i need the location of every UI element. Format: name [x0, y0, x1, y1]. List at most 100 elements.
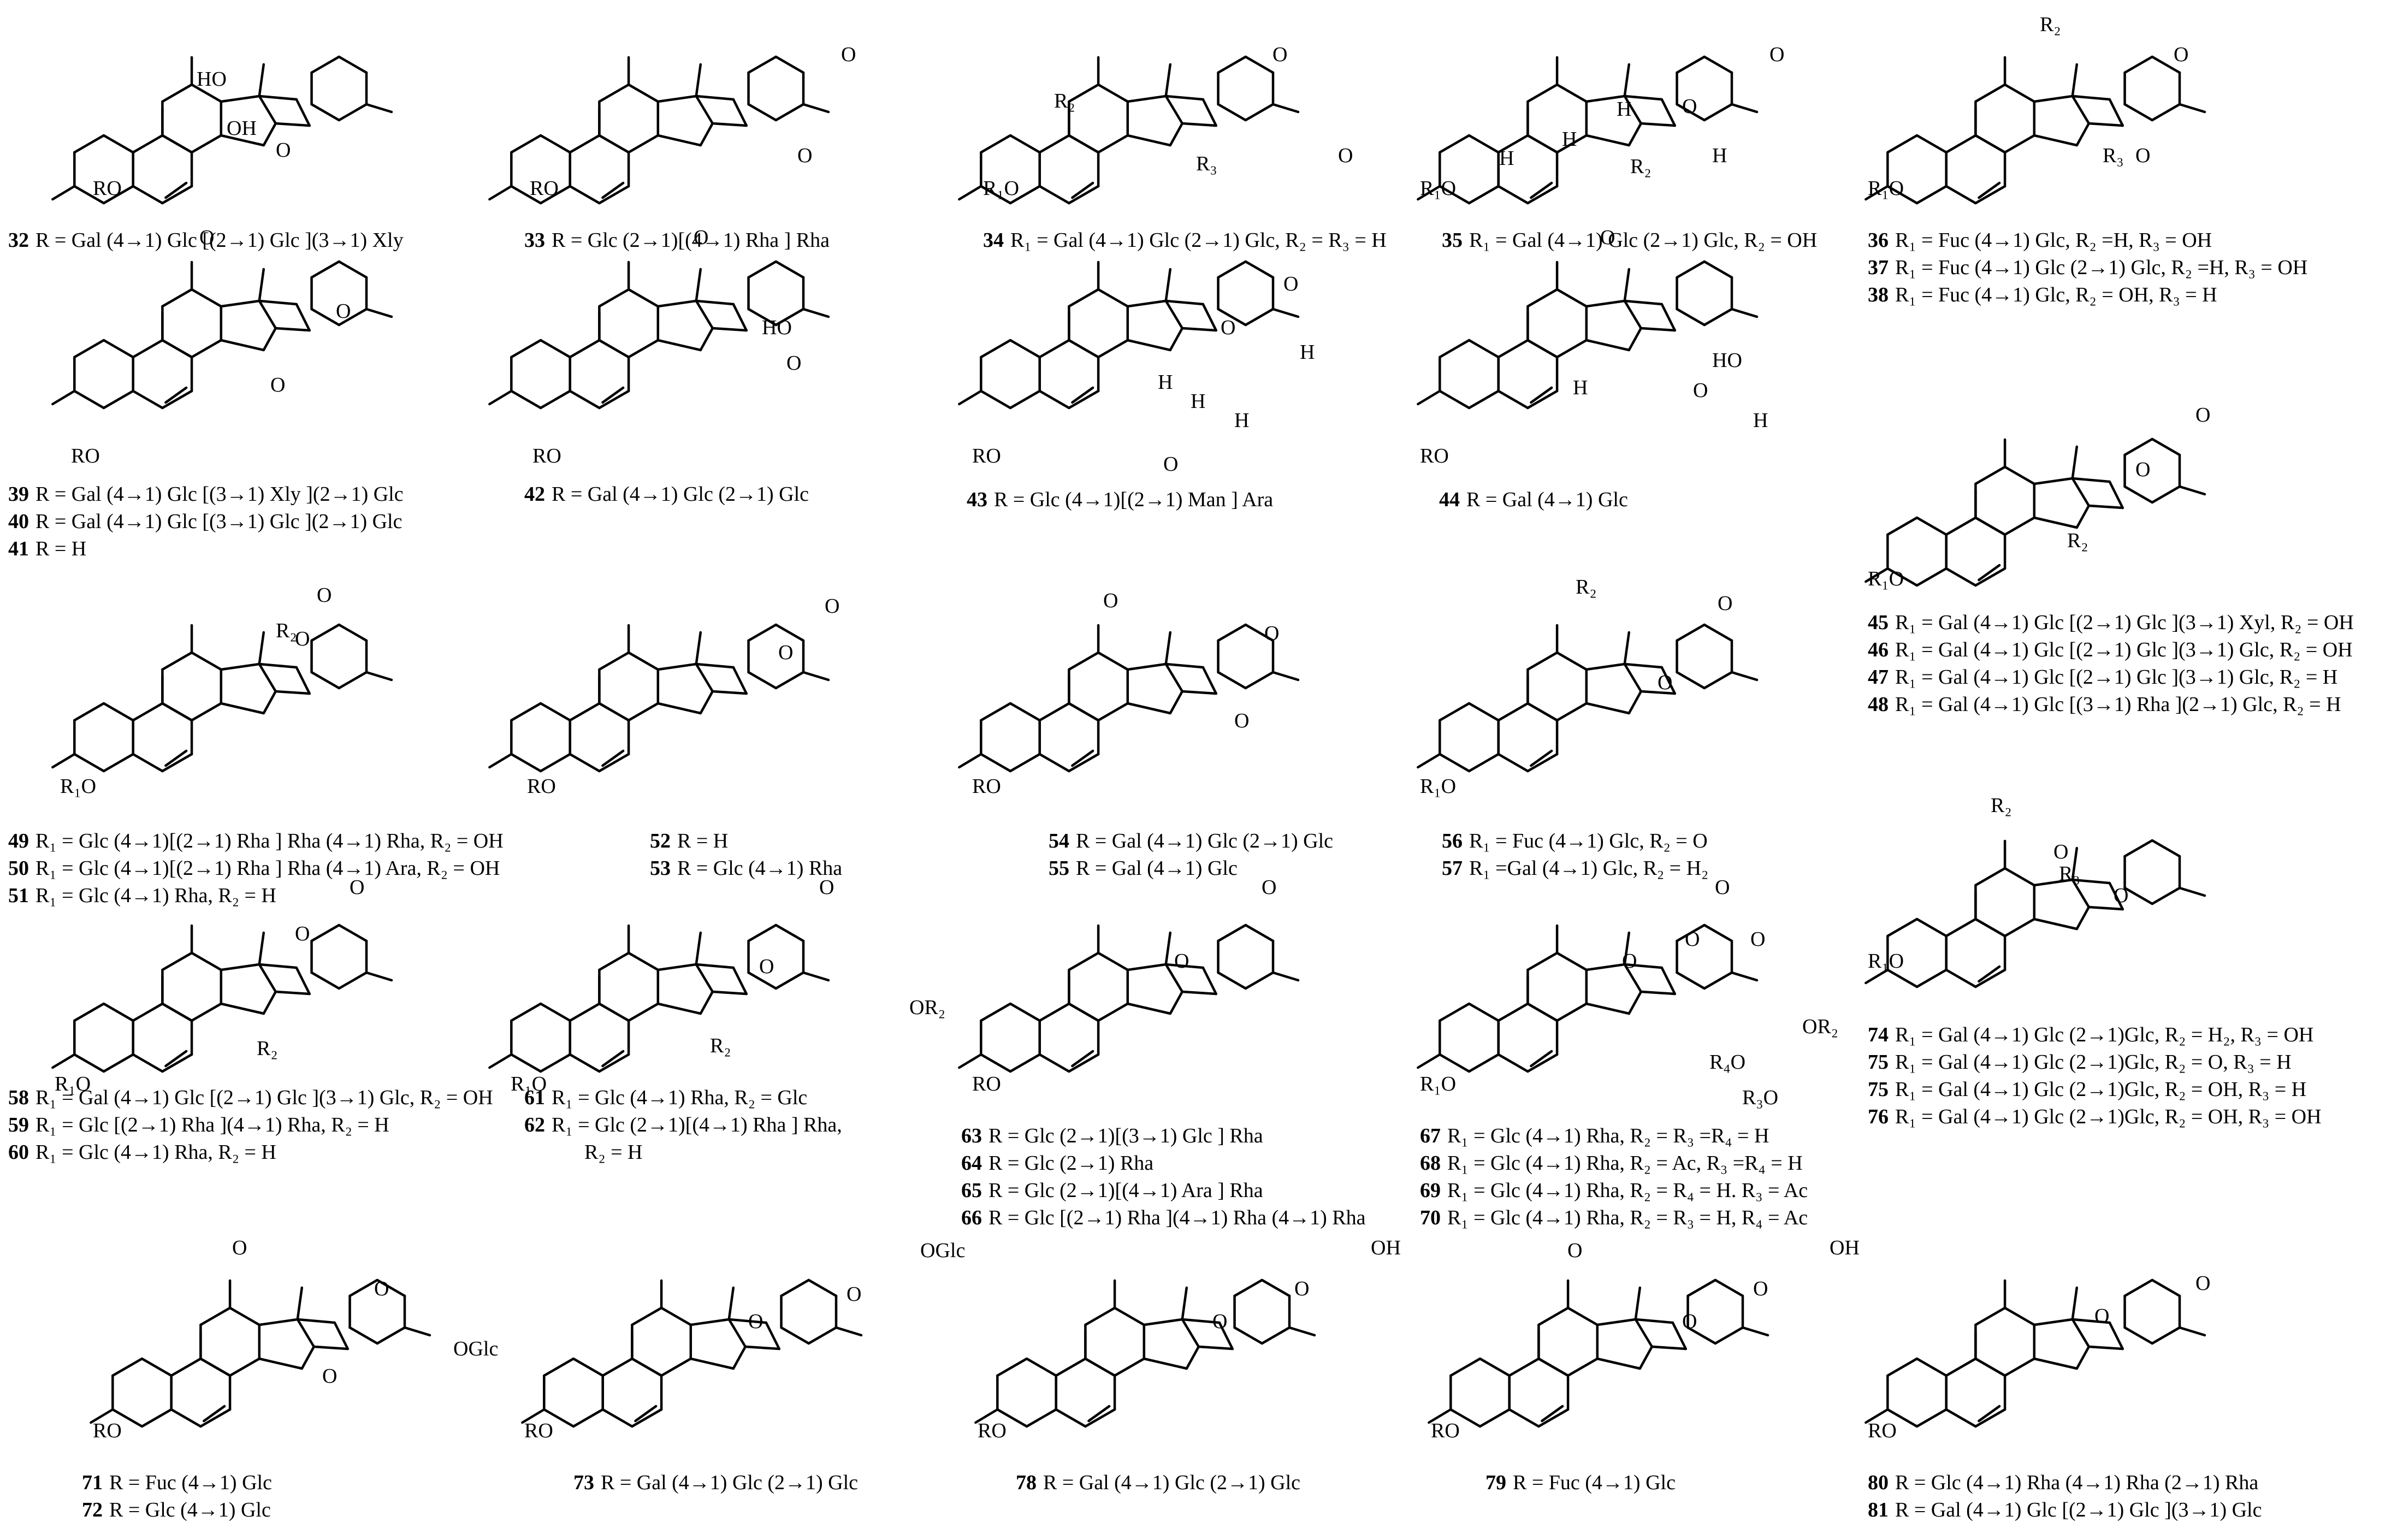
atom-label: R₂ [1991, 794, 2012, 817]
compound-caption: 76 R₁ = Gal (4→1) Glc (2→1)Glc, R₂ = OH, … [1868, 1103, 2322, 1130]
compound-caption: 49 R₁ = Glc (4→1)[(2→1) Rha ] Rha (4→1) R… [8, 827, 504, 855]
compound-substituents: R = Glc (4→1)[(2→1) Man ] Ara [994, 488, 1274, 511]
compound-number: 71 [82, 1471, 103, 1494]
compound-substituents: R₁ = Glc (4→1)[(2→1) Rha ] Rha (4→1) Ara… [35, 857, 500, 880]
atom-label: O [2135, 144, 2151, 167]
compound-number: 43 [967, 488, 987, 511]
atom-label: O [2195, 1272, 2211, 1295]
compound-number: 51 [8, 884, 29, 907]
atom-label: O [295, 922, 310, 945]
atom-label: HO [762, 316, 792, 339]
atom-label: O [1685, 928, 1700, 951]
compound-number: 37 [1868, 256, 1889, 279]
atom-label: RO [1420, 445, 1449, 467]
chemical-structure-c43 [958, 260, 1300, 410]
atom-label: R₂ [1576, 576, 1597, 599]
compound-number: 39 [8, 483, 29, 506]
atom-label: O [1221, 316, 1236, 339]
atom-label: O [1769, 43, 1785, 66]
atom-label: RO [532, 445, 561, 467]
compound-substituents: R₁ = Glc (4→1) Rha, R₂ = R₄ = H. R₃ = Ac [1447, 1179, 1808, 1202]
atom-label: R₂ [2067, 529, 2088, 552]
compound-number: 64 [961, 1152, 982, 1175]
atom-label: HO [197, 68, 227, 91]
compound-substituents: R₁ = Gal (4→1) Glc [(3→1) Rha ](2→1) Glc… [1895, 693, 2341, 716]
compound-substituents: R₁ = Gal (4→1) Glc (2→1)Glc, R₂ = H₂, R₃… [1895, 1023, 2314, 1046]
chemical-structure-c71 [90, 1278, 431, 1428]
compound-caption: 41 R = H [8, 535, 86, 562]
chemical-structure-c42 [488, 260, 830, 410]
chemical-structure-c36 [1865, 55, 2206, 205]
atom-label: O [1262, 876, 1277, 899]
chemical-structure-c44 [1417, 260, 1759, 410]
compound-number: 55 [1049, 857, 1069, 880]
atom-label: R₂ [2040, 13, 2061, 36]
atom-label: O [270, 374, 286, 396]
atom-label: O [1338, 144, 1353, 167]
compound-substituents: R = Gal (4→1) Glc [(3→1) Glc ](2→1) Glc [35, 510, 403, 533]
compound-substituents: R₁ = Glc (4→1) Rha, R₂ = Ac, R₃ =R₄ = H [1447, 1152, 1803, 1175]
compound-number: 47 [1868, 666, 1889, 689]
compound-number: 32 [8, 229, 29, 252]
compound-substituents: R = Gal (4→1) Glc (2→1) Glc [1043, 1471, 1300, 1494]
atom-label: OH [227, 117, 257, 140]
compound-substituents: R = Fuc (4→1) Glc [1513, 1471, 1676, 1494]
chemical-structure-c63 [958, 923, 1300, 1073]
compound-substituents: R = Glc (2→1)[(3→1) Glc ] Rha [989, 1124, 1263, 1147]
atom-label: R₂ [710, 1034, 731, 1057]
atom-label: O [759, 955, 774, 978]
atom-label: H [1617, 98, 1632, 121]
chemical-structure-c35 [1417, 55, 1759, 205]
compound-caption: 34 R₁ = Gal (4→1) Glc (2→1) Glc, R₂ = R₃ … [983, 227, 1387, 254]
atom-label: O [786, 352, 802, 375]
atom-label: O [336, 300, 351, 323]
atom-label: O [797, 144, 813, 167]
compound-caption: 60 R₁ = Glc (4→1) Rha, R₂ = H [8, 1139, 276, 1166]
compound-number: 81 [1868, 1498, 1889, 1521]
atom-label: R₁O [1420, 177, 1457, 200]
compound-number: 62 [524, 1113, 545, 1136]
compound-number: 35 [1442, 229, 1463, 252]
atom-label: OGlc [920, 1239, 966, 1262]
atom-label: H [1158, 371, 1173, 394]
compound-substituents: R₁ = Fuc (4→1) Glc, R₂ = O [1469, 830, 1708, 852]
compound-substituents: R₁ = Glc (4→1) Rha, R₂ = R₃ =R₄ = H [1447, 1124, 1769, 1147]
atom-label: RO [972, 1073, 1001, 1095]
atom-label: O [1212, 1310, 1228, 1333]
atom-label: O [778, 641, 794, 664]
atom-label: R₃ [1196, 152, 1217, 175]
chemical-structure-c45 [1865, 437, 2206, 587]
compound-number: 44 [1439, 488, 1460, 511]
chemical-structure-c34 [958, 55, 1300, 205]
compound-substituents: R = Glc (4→1) Glc [109, 1498, 271, 1521]
compound-substituents: R = Gal (4→1) Glc [(2→1) Glc ](3→1) Xly [35, 229, 404, 252]
chemical-structure-c39 [51, 260, 393, 410]
atom-label: R₁O [1420, 775, 1457, 798]
atom-label: O [1567, 1239, 1583, 1262]
atom-label: O [1753, 1277, 1768, 1300]
compound-number: 45 [1868, 611, 1889, 634]
compound-caption: 79 R = Fuc (4→1) Glc [1485, 1469, 1676, 1496]
atom-label: R₃ [2059, 862, 2080, 885]
compound-number: 54 [1049, 830, 1069, 852]
compound-caption: 51 R₁ = Glc (4→1) Rha, R₂ = H [8, 882, 276, 909]
atom-label: O [748, 1310, 763, 1333]
compound-substituents: R₁ = Fuc (4→1) Glc, R₂ =H, R₃ = OH [1895, 229, 2212, 252]
compound-number: 67 [1420, 1124, 1441, 1147]
compound-substituents: R₁ = Glc (4→1) Rha, R₂ = H [35, 1141, 276, 1164]
compound-caption: 66 R = Glc [(2→1) Rha ](4→1) Rha (4→1) Rh… [961, 1204, 1366, 1231]
compound-substituents: R = Glc (2→1) Rha [989, 1152, 1154, 1175]
compound-caption: 73 R = Gal (4→1) Glc (2→1) Glc [573, 1469, 858, 1496]
compound-caption: 46 R₁ = Gal (4→1) Glc [(2→1) Glc ](3→1) G… [1868, 636, 2353, 664]
atom-label: H [1300, 341, 1315, 364]
atom-label: O [2114, 884, 2129, 907]
compound-substituents: R = Glc [(2→1) Rha ](4→1) Rha (4→1) Rha [989, 1206, 1366, 1229]
compound-substituents: R₁ = Gal (4→1) Glc [(2→1) Glc ](3→1) Glc… [1895, 638, 2353, 661]
compound-substituents: R₁ = Gal (4→1) Glc (2→1) Glc, R₂ = R₃ = … [1010, 229, 1387, 252]
compound-number: 66 [961, 1206, 982, 1229]
compound-caption: 53 R = Glc (4→1) Rha [650, 855, 842, 882]
atom-label: O [1283, 273, 1299, 295]
compound-number: 40 [8, 510, 29, 533]
atom-label: R₂ [257, 1037, 278, 1060]
